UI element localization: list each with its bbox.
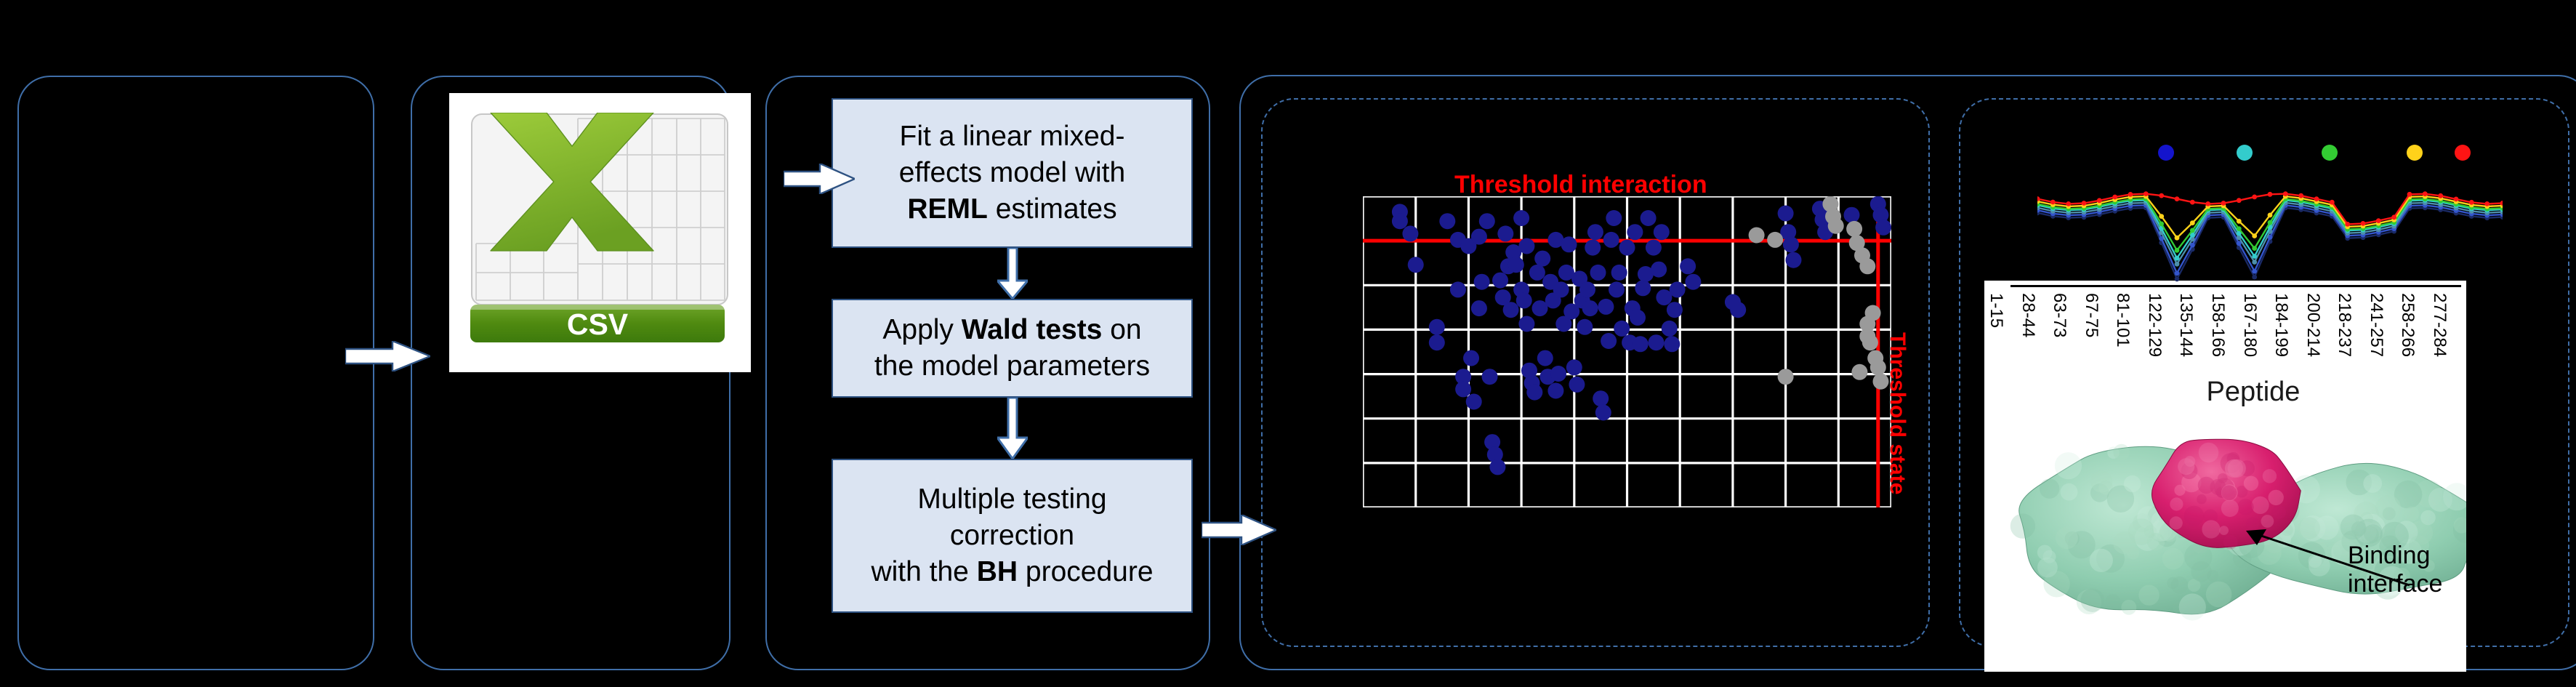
svg-text:CSV: CSV xyxy=(567,308,629,341)
